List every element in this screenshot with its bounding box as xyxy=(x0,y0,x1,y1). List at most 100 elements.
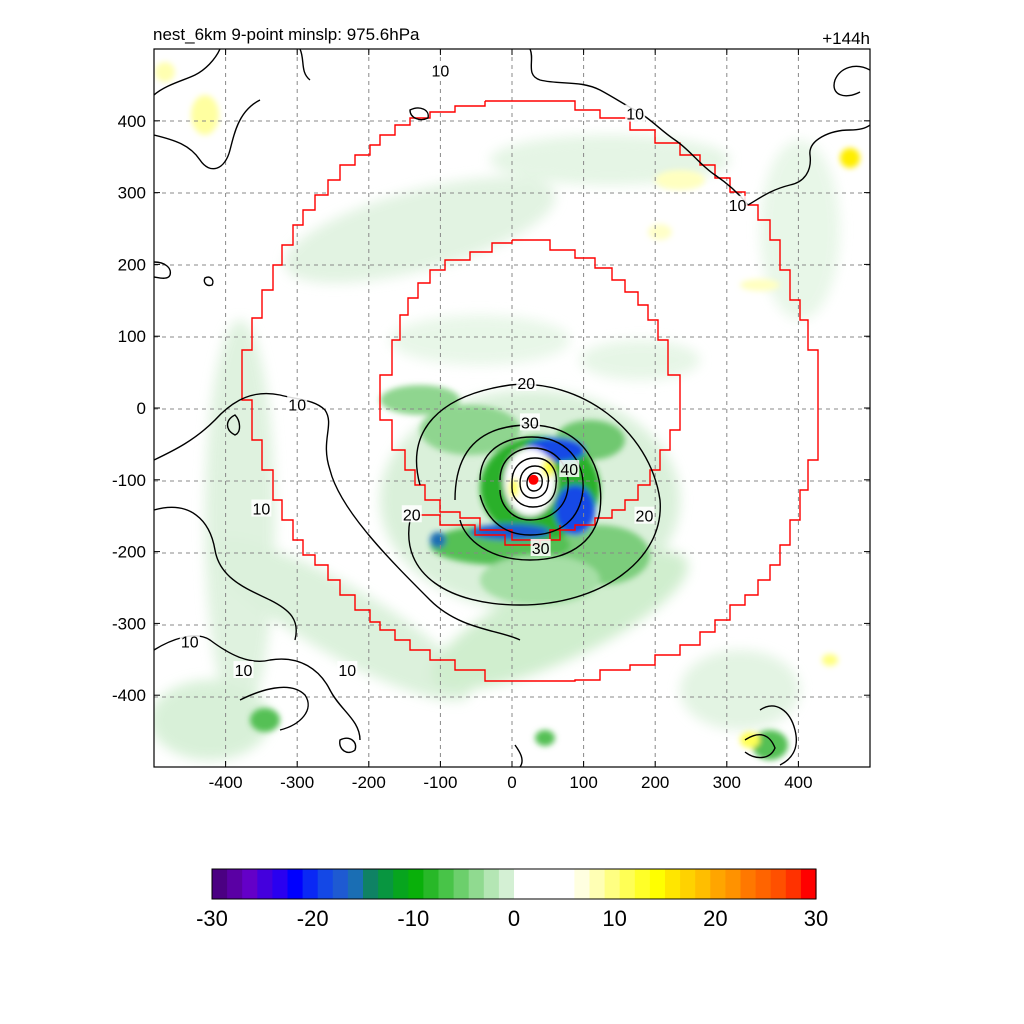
y-tick-label: -400 xyxy=(112,686,146,705)
colorbar-swatch xyxy=(302,869,319,899)
colorbar-swatch xyxy=(755,869,772,899)
colorbar-swatch xyxy=(227,869,243,899)
colorbar-tick-label: 20 xyxy=(703,906,727,931)
colorbar-swatch xyxy=(438,869,455,899)
x-tick-label: -400 xyxy=(209,773,243,792)
outer-region-boundary xyxy=(241,100,819,682)
contour-label: 10 xyxy=(235,663,253,680)
contour-label-bg xyxy=(559,460,580,478)
contour-label-bg xyxy=(251,499,272,517)
colorbar-swatch xyxy=(574,869,591,899)
colorbar-swatch xyxy=(498,869,515,899)
forecast-hour: +144h xyxy=(822,29,870,48)
contour-label-bg xyxy=(179,632,200,650)
x-tick-labels: -400 -300 -200 -100 0 100 200 300 400 xyxy=(209,773,813,792)
contour-label-bg xyxy=(401,505,422,523)
colorbar-swatch xyxy=(740,869,757,899)
colorbar-swatch xyxy=(212,869,228,899)
contour-label: 30 xyxy=(532,541,550,558)
colorbar-swatch xyxy=(544,869,560,899)
contour-label: 20 xyxy=(403,507,421,524)
colorbar-swatch xyxy=(514,869,530,899)
colorbar-swatch xyxy=(378,869,394,899)
contour-label-bg xyxy=(530,539,551,557)
contour-label-layer: 10 10 10 10 10 10 10 10 20 20 20 30 30 40 xyxy=(179,61,748,680)
y-tick-label: -200 xyxy=(112,543,146,562)
y-tick-label: 100 xyxy=(118,327,146,346)
colorbar-swatch xyxy=(483,869,500,899)
colorbar xyxy=(211,868,817,900)
axis-ticks xyxy=(154,49,870,767)
contour-label: 10 xyxy=(432,64,450,81)
contour-label-bg xyxy=(430,61,451,79)
colorbar-frame xyxy=(211,868,817,900)
colorbar-swatch xyxy=(332,869,349,899)
inner-region-boundary xyxy=(379,239,681,541)
colorbar-swatch xyxy=(649,869,666,899)
colorbar-swatch xyxy=(770,869,787,899)
contour-label: 10 xyxy=(253,502,271,519)
colorbar-swatch xyxy=(665,869,681,899)
contour-label-bg xyxy=(634,506,655,524)
contour-label: 20 xyxy=(636,509,654,526)
colorbar-swatch xyxy=(589,869,606,899)
colorbar-swatch xyxy=(680,869,696,899)
x-tick-label: 300 xyxy=(713,773,741,792)
colorbar-swatch xyxy=(272,869,289,899)
y-tick-label: -300 xyxy=(112,614,146,633)
y-tick-label: 400 xyxy=(118,112,146,131)
y-tick-label: 200 xyxy=(118,255,146,274)
colorbar-swatch xyxy=(393,869,409,899)
colorbar-labels: -30 -20 -10 0 10 20 30 xyxy=(196,906,828,931)
colorbar-swatch xyxy=(257,869,273,899)
colorbar-tick-label: -20 xyxy=(297,906,329,931)
y-tick-label: 0 xyxy=(137,399,146,418)
colorbar-swatch xyxy=(347,869,364,899)
contour-label-bg xyxy=(519,413,540,431)
y-tick-label: -100 xyxy=(112,471,146,490)
colorbar-swatch xyxy=(604,869,621,899)
x-tick-label: -200 xyxy=(352,773,386,792)
colorbar-swatch xyxy=(453,869,470,899)
colorbar-tick-label: 0 xyxy=(508,906,520,931)
colorbar-swatch xyxy=(695,869,711,899)
colorbar-swatch xyxy=(725,869,742,899)
contour-label-bg xyxy=(337,661,358,679)
colorbar-swatch xyxy=(529,869,545,899)
contour-label: 10 xyxy=(288,397,306,414)
chart-title: nest_6km 9-point minslp: 975.6hPa xyxy=(153,25,420,44)
colorbar-swatch xyxy=(800,869,817,899)
x-tick-label: 400 xyxy=(784,773,812,792)
contour-label-bg xyxy=(287,395,308,413)
contour-label: 20 xyxy=(517,376,535,393)
colorbar-tick-label: 30 xyxy=(804,906,828,931)
storm-center-marker xyxy=(528,474,539,485)
x-tick-label: 200 xyxy=(641,773,669,792)
plot-area: 10 10 10 10 10 10 10 10 20 20 20 30 30 40 xyxy=(154,49,870,767)
colorbar-swatch xyxy=(468,869,485,899)
colorbar-swatch xyxy=(408,869,424,899)
colorbar-swatch xyxy=(559,869,575,899)
y-tick-labels: 400 300 200 100 0 -100 -200 -300 -400 xyxy=(112,112,146,705)
x-tick-label: 0 xyxy=(507,773,516,792)
colorbar-tick-label: 10 xyxy=(602,906,626,931)
x-tick-label: -100 xyxy=(423,773,457,792)
contour-label-bg xyxy=(516,373,537,391)
colorbar-tick-label: -10 xyxy=(397,906,429,931)
x-tick-label: 100 xyxy=(569,773,597,792)
contour-label: 40 xyxy=(560,462,578,479)
contour-lines xyxy=(154,49,870,767)
colorbar-swatch xyxy=(242,869,258,899)
contour-label-bg xyxy=(625,104,646,122)
colorbar-swatch xyxy=(423,869,440,899)
contour-label: 10 xyxy=(626,107,644,124)
colorbar-swatch xyxy=(619,869,636,899)
colorbar-swatch xyxy=(363,869,379,899)
contour-label: 10 xyxy=(338,663,356,680)
contour-label-bg xyxy=(233,661,254,679)
colorbar-swatch xyxy=(634,869,651,899)
colorbar-swatch xyxy=(710,869,726,899)
y-tick-label: 300 xyxy=(118,184,146,203)
contour-label-bg xyxy=(727,195,748,213)
contour-label: 30 xyxy=(521,415,539,432)
